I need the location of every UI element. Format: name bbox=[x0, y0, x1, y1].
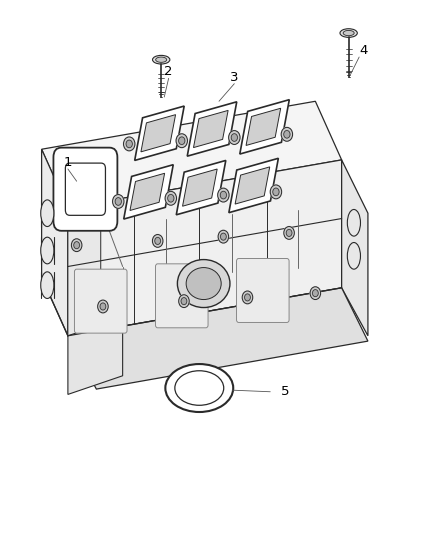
Polygon shape bbox=[68, 160, 342, 336]
Ellipse shape bbox=[166, 364, 233, 412]
Polygon shape bbox=[42, 149, 68, 336]
Polygon shape bbox=[124, 165, 173, 219]
Ellipse shape bbox=[340, 29, 357, 37]
Circle shape bbox=[155, 237, 161, 245]
Polygon shape bbox=[135, 106, 184, 160]
Circle shape bbox=[152, 235, 163, 247]
Circle shape bbox=[310, 287, 321, 300]
Circle shape bbox=[179, 137, 185, 144]
Circle shape bbox=[176, 134, 187, 148]
Ellipse shape bbox=[343, 30, 354, 36]
Circle shape bbox=[220, 233, 226, 240]
FancyBboxPatch shape bbox=[53, 148, 117, 231]
Circle shape bbox=[126, 140, 132, 148]
Ellipse shape bbox=[177, 260, 230, 308]
Polygon shape bbox=[183, 169, 217, 206]
Ellipse shape bbox=[175, 371, 224, 405]
Polygon shape bbox=[187, 102, 237, 156]
Circle shape bbox=[98, 300, 108, 313]
Circle shape bbox=[244, 294, 251, 301]
FancyBboxPatch shape bbox=[65, 163, 106, 215]
Circle shape bbox=[281, 127, 293, 141]
Polygon shape bbox=[42, 101, 342, 208]
Ellipse shape bbox=[186, 268, 221, 300]
Circle shape bbox=[284, 227, 294, 239]
Text: 5: 5 bbox=[280, 385, 289, 398]
Ellipse shape bbox=[41, 272, 54, 298]
Circle shape bbox=[181, 297, 187, 305]
Ellipse shape bbox=[347, 209, 360, 236]
Polygon shape bbox=[229, 158, 279, 213]
Polygon shape bbox=[342, 160, 368, 336]
Circle shape bbox=[229, 131, 240, 144]
Polygon shape bbox=[176, 160, 226, 215]
Polygon shape bbox=[194, 110, 228, 148]
Ellipse shape bbox=[347, 243, 360, 269]
Polygon shape bbox=[130, 173, 165, 211]
Circle shape bbox=[113, 195, 124, 208]
Circle shape bbox=[124, 137, 135, 151]
Polygon shape bbox=[68, 317, 123, 394]
Polygon shape bbox=[240, 100, 289, 154]
Polygon shape bbox=[246, 108, 281, 146]
Circle shape bbox=[312, 289, 318, 297]
Text: 1: 1 bbox=[64, 156, 72, 169]
Circle shape bbox=[220, 191, 226, 199]
Circle shape bbox=[165, 191, 177, 205]
Circle shape bbox=[100, 303, 106, 310]
Circle shape bbox=[231, 134, 237, 141]
Text: 4: 4 bbox=[359, 44, 368, 57]
Ellipse shape bbox=[152, 55, 170, 64]
Circle shape bbox=[218, 230, 229, 243]
Ellipse shape bbox=[155, 57, 167, 62]
FancyBboxPatch shape bbox=[155, 264, 208, 328]
Circle shape bbox=[284, 131, 290, 138]
Circle shape bbox=[71, 239, 82, 252]
Circle shape bbox=[270, 185, 282, 199]
Circle shape bbox=[168, 195, 174, 202]
Circle shape bbox=[242, 291, 253, 304]
Ellipse shape bbox=[41, 200, 54, 227]
Polygon shape bbox=[235, 167, 270, 204]
Polygon shape bbox=[141, 115, 176, 152]
Text: 2: 2 bbox=[164, 66, 173, 78]
Text: 3: 3 bbox=[230, 71, 239, 84]
Circle shape bbox=[115, 198, 121, 205]
Circle shape bbox=[286, 229, 292, 237]
Polygon shape bbox=[68, 288, 368, 389]
Circle shape bbox=[74, 241, 80, 249]
Circle shape bbox=[273, 188, 279, 196]
Circle shape bbox=[179, 295, 189, 308]
FancyBboxPatch shape bbox=[74, 269, 127, 333]
Polygon shape bbox=[68, 208, 101, 336]
FancyBboxPatch shape bbox=[237, 259, 289, 322]
Ellipse shape bbox=[41, 237, 54, 264]
Circle shape bbox=[218, 188, 229, 202]
